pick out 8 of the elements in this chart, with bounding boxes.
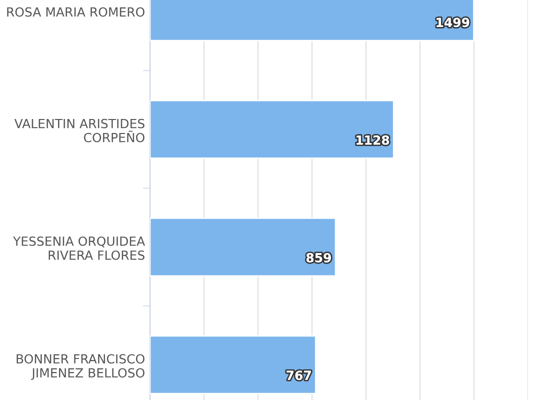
data-label: 859 bbox=[306, 252, 331, 262]
y-tick-label: VALENTIN ARISTIDES CORPEÑO bbox=[14, 118, 144, 142]
y-tick-label: YESSENIA ORQUIDEA RIVERA FLORES bbox=[12, 236, 146, 260]
data-label: 1128 bbox=[356, 135, 390, 145]
data-label: 1499 bbox=[436, 18, 470, 28]
y-tick-label: ROSA MARIA ROMERO bbox=[7, 7, 144, 17]
y-tick-label: BONNER FRANCISCO JIMENEZ BELLOSO bbox=[16, 354, 144, 380]
data-label: 767 bbox=[286, 370, 311, 380]
